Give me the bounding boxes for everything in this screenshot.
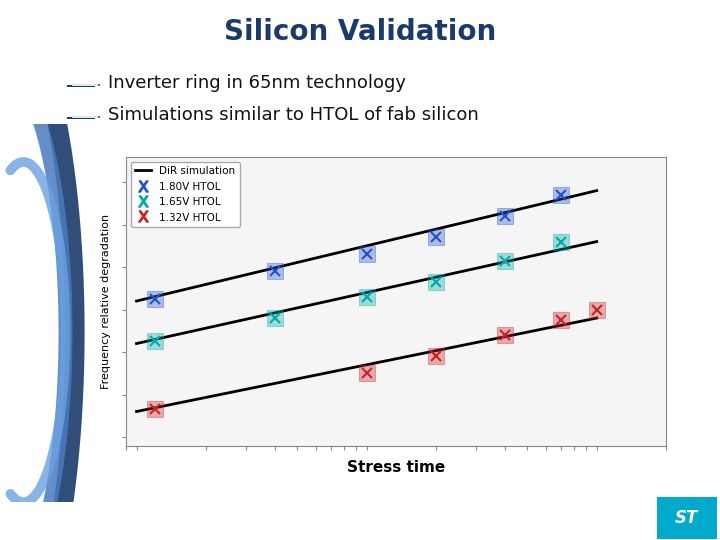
Y-axis label: Frequency relative degradation: Frequency relative degradation: [102, 213, 112, 389]
FancyBboxPatch shape: [67, 117, 95, 119]
Text: Inverter ring in 65nm technology: Inverter ring in 65nm technology: [108, 74, 406, 92]
Text: STMicroelectroics, ISD
EADS-Astrium
Thales-Alénia Space: STMicroelectroics, ISD EADS-Astrium Thal…: [328, 501, 436, 535]
FancyBboxPatch shape: [657, 497, 716, 539]
Legend: DiR simulation, 1.80V HTOL, 1.65V HTOL, 1.32V HTOL: DiR simulation, 1.80V HTOL, 1.65V HTOL, …: [131, 162, 240, 227]
Text: ST: ST: [675, 509, 698, 527]
Text: 19: 19: [621, 511, 640, 525]
FancyBboxPatch shape: [71, 84, 100, 86]
FancyBboxPatch shape: [67, 85, 95, 87]
Text: Silicon Validation: Silicon Validation: [224, 18, 496, 46]
Text: AMICSA 2008, September 02: AMICSA 2008, September 02: [63, 511, 253, 524]
FancyBboxPatch shape: [71, 116, 100, 118]
Text: Simulations similar to HTOL of fab silicon: Simulations similar to HTOL of fab silic…: [108, 106, 479, 124]
X-axis label: Stress time: Stress time: [347, 460, 445, 475]
